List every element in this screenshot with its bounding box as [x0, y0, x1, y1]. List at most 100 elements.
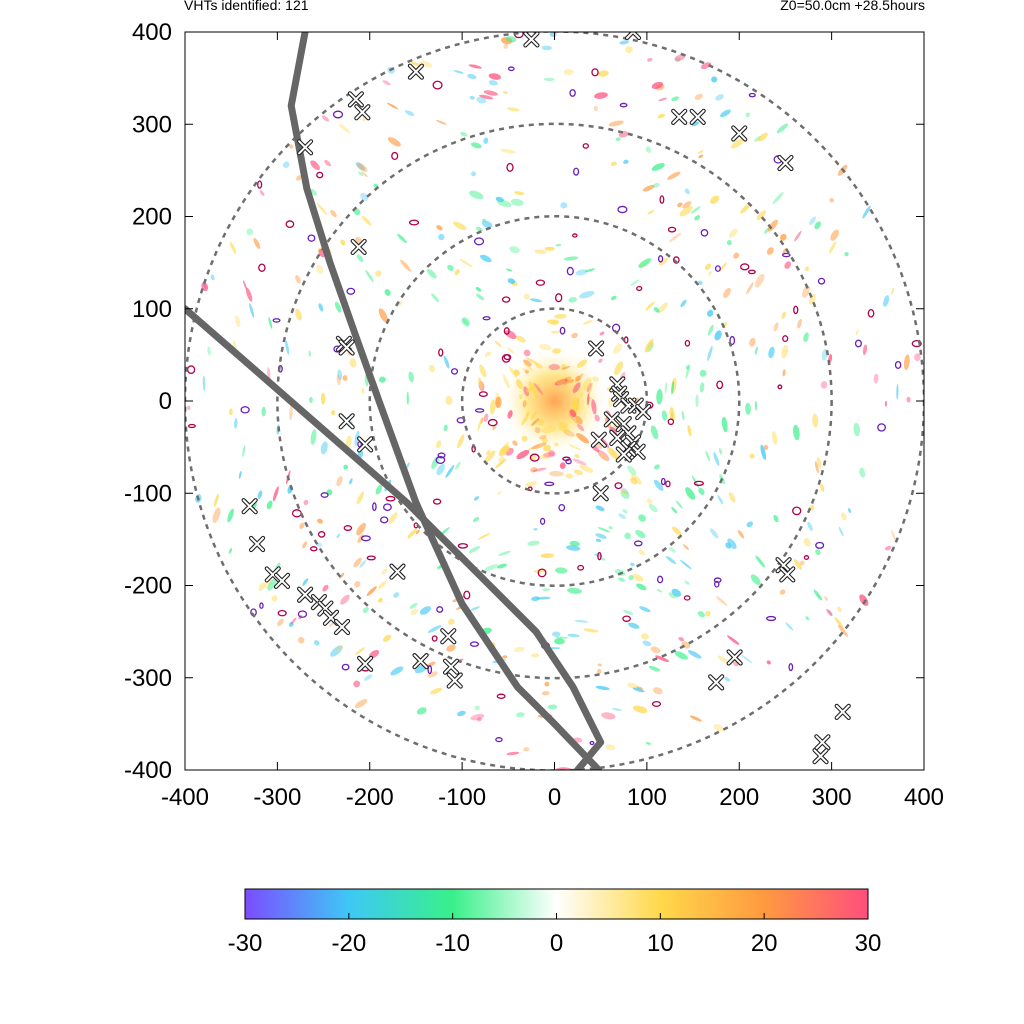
field-speckle: [728, 492, 736, 503]
field-speckle: [776, 123, 789, 134]
field-speckle: [361, 387, 364, 394]
field-speckle: [653, 687, 663, 695]
vht-marker: [354, 104, 371, 121]
field-speckle: [242, 280, 247, 290]
field-speckle: [544, 681, 550, 687]
colorbar: -30 -20 -10 0 10 20 30: [228, 888, 881, 957]
field-speckle: [805, 616, 810, 621]
field-speckle: [855, 329, 859, 336]
field-speckle: [697, 611, 705, 618]
field-speckle: [707, 324, 714, 336]
contour-ring: [633, 540, 643, 547]
contour-ring: [854, 339, 862, 348]
vht-marker-fill: [413, 654, 428, 669]
field-speckle: [554, 378, 568, 386]
field-speckle: [436, 225, 443, 231]
vht-marker-fill: [390, 564, 405, 579]
y-tick-label: -200: [124, 573, 172, 600]
field-speckle: [336, 475, 343, 487]
range-ring-200: [368, 215, 741, 587]
field-speckle: [228, 548, 233, 554]
field-speckle: [507, 410, 513, 419]
field-speckle: [469, 95, 475, 100]
field-speckle: [631, 473, 642, 485]
field-speckle: [467, 73, 477, 80]
field-speckle: [630, 279, 640, 286]
contour-ring: [320, 492, 329, 498]
field-speckle: [671, 506, 678, 514]
vht-marker-fill: [298, 587, 313, 602]
field-speckle: [481, 220, 493, 228]
vht-marker-fill: [815, 735, 830, 750]
field-speckle: [476, 96, 487, 104]
field-speckle: [630, 562, 635, 567]
field-speckle: [360, 192, 369, 201]
field-speckle: [272, 486, 279, 502]
contour-ring: [501, 354, 511, 363]
colorbar-tick-label: 20: [751, 930, 778, 957]
field-speckle: [519, 394, 522, 400]
field-speckle: [737, 530, 745, 539]
field-speckle: [710, 195, 720, 204]
contour-ring: [747, 269, 756, 275]
field-speckle: [406, 462, 410, 469]
field-speckle: [484, 351, 492, 357]
field-speckle: [623, 610, 634, 615]
contour-ring: [463, 590, 471, 600]
x-tick-label: 300: [812, 784, 852, 811]
field-speckle: [330, 645, 343, 657]
contour-ring: [506, 162, 514, 172]
field-speckle: [516, 712, 525, 718]
field-speckle: [361, 171, 368, 178]
field-speckle: [586, 382, 592, 393]
vht-marker: [620, 425, 637, 442]
vht-marker: [357, 655, 374, 673]
field-speckle: [599, 453, 609, 461]
field-speckle: [636, 686, 644, 690]
field-speckle: [771, 430, 778, 446]
contour-ring: [529, 453, 540, 462]
contour-ring: [656, 575, 664, 584]
field-speckle: [483, 413, 489, 422]
field-speckle: [559, 462, 566, 470]
field-speckle: [479, 94, 494, 100]
field-texture: [187, 32, 921, 770]
field-speckle: [680, 299, 687, 308]
field-speckle: [614, 361, 624, 376]
contour-ring: [659, 195, 665, 204]
field-speckle: [580, 392, 583, 398]
field-speckle: [837, 606, 842, 613]
field-speckle: [322, 584, 329, 592]
field-speckle: [780, 233, 787, 241]
field-speckle: [829, 197, 835, 203]
vht-marker: [389, 563, 406, 580]
field-speckle: [340, 594, 350, 605]
field-speckle: [669, 406, 675, 422]
vht-marker-fill: [339, 414, 354, 429]
field-speckle: [555, 244, 562, 247]
vht-marker: [671, 108, 688, 125]
field-speckle: [575, 416, 583, 425]
contour-ring: [503, 327, 510, 335]
field-speckle: [568, 413, 579, 425]
flight-track-2: [185, 305, 605, 770]
field-speckle: [488, 80, 498, 86]
contour-ring: [380, 516, 389, 524]
field-speckle: [642, 184, 655, 192]
field-speckle: [653, 479, 664, 491]
field-speckle: [338, 123, 351, 134]
field-speckle: [794, 230, 802, 242]
field-speckle: [474, 705, 480, 711]
field-speckle: [715, 94, 724, 101]
field-speckle: [500, 148, 516, 154]
field-speckle: [720, 109, 731, 118]
field-speckle: [314, 640, 320, 646]
vht-marker: [689, 108, 706, 125]
field-speckle: [339, 572, 345, 579]
field-speckle: [588, 381, 594, 396]
field-speckle: [563, 256, 579, 261]
field-speckle: [290, 617, 297, 625]
field-speckle: [356, 254, 364, 262]
field-speckle: [436, 464, 445, 476]
field-speckle: [431, 293, 440, 303]
